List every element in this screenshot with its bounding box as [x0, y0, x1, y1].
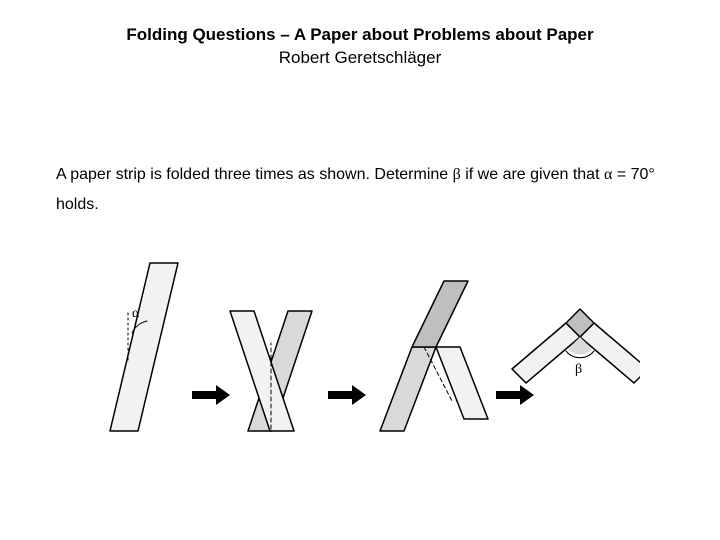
p4-left-wing: [512, 323, 580, 383]
alpha-label: α: [132, 306, 140, 321]
problem-prefix: A paper strip is folded three times as s…: [56, 166, 453, 183]
arrow-3: [496, 385, 534, 405]
strip-1: [110, 263, 178, 431]
beta-symbol: β: [453, 166, 461, 183]
problem-mid: if we are given that: [461, 166, 604, 183]
p3-leg1: [380, 347, 436, 431]
problem-text: A paper strip is folded three times as s…: [56, 160, 664, 221]
folding-diagram: αβ: [80, 251, 640, 451]
arrow-1: [192, 385, 230, 405]
beta-label: β: [575, 362, 582, 377]
page-author: Robert Geretschläger: [56, 47, 664, 70]
p4-right-wing: [580, 323, 640, 383]
page-title: Folding Questions – A Paper about Proble…: [56, 24, 664, 47]
p3-leg2: [436, 347, 488, 419]
arrow-2: [328, 385, 366, 405]
p3-leg3: [412, 281, 468, 347]
